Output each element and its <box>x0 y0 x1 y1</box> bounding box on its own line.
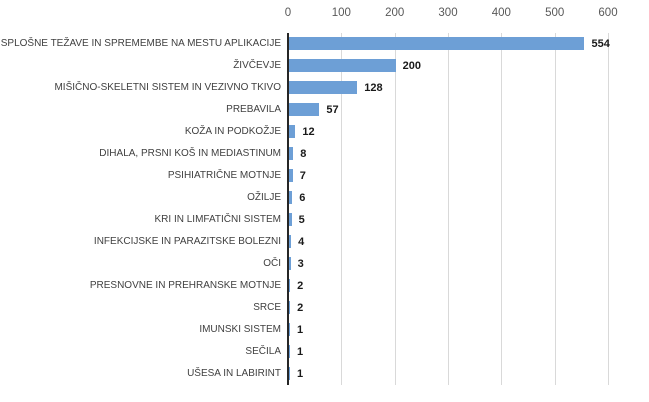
gridline <box>501 33 503 385</box>
bar-row: PRESNOVNE IN PREHRANSKE MOTNJE 2 <box>0 275 649 297</box>
bar <box>289 279 291 292</box>
bar-row: ŽIVČEVJE 200 <box>0 55 649 77</box>
bar <box>289 257 291 270</box>
value-label: 2 <box>297 302 304 314</box>
category-label: PREBAVILA <box>226 104 281 115</box>
bar <box>289 37 585 50</box>
category-label: OČI <box>263 258 281 269</box>
value-label: 200 <box>402 60 422 72</box>
category-label: INFEKCIJSKE IN PARAZITSKE BOLEZNI <box>93 236 281 247</box>
bar-row: OŽILJE 6 <box>0 187 649 209</box>
bar <box>289 81 358 94</box>
gridline <box>341 33 343 385</box>
category-label: IMUNSKI SISTEM <box>199 324 281 335</box>
bar-row: IMUNSKI SISTEM 1 <box>0 319 649 341</box>
category-label: KOŽA IN PODKOŽJE <box>184 126 281 137</box>
category-label: ŽIVČEVJE <box>233 60 281 71</box>
x-axis-tick-label: 300 <box>438 7 458 19</box>
bar-row: PREBAVILA 57 <box>0 99 649 121</box>
bar <box>289 103 320 116</box>
x-axis-tick-label: 500 <box>545 7 565 19</box>
category-label: OŽILJE <box>247 192 281 203</box>
value-label: 6 <box>299 192 306 204</box>
y-axis-line <box>287 33 289 385</box>
bar-row: SEČILA 1 <box>0 341 649 363</box>
value-label: 2 <box>297 280 304 292</box>
category-label: PSIHIATRIČNE MOTNJE <box>167 170 281 181</box>
bar <box>289 323 290 336</box>
bar-row: SPLOŠNE TEŽAVE IN SPREMEMBE NA MESTU APL… <box>0 33 649 55</box>
x-axis-tick-label: 600 <box>598 7 618 19</box>
bar-row: PSIHIATRIČNE MOTNJE 7 <box>0 165 649 187</box>
value-label: 7 <box>299 170 306 182</box>
category-label: UŠESA IN LABIRINT <box>187 368 281 379</box>
value-label: 57 <box>326 104 339 116</box>
category-label: DIHALA, PRSNI KOŠ IN MEDIASTINUM <box>99 148 281 159</box>
gridline <box>608 33 609 385</box>
bar <box>289 59 396 72</box>
bar-row: KOŽA IN PODKOŽJE 12 <box>0 121 649 143</box>
bar <box>289 235 292 248</box>
category-label: SEČILA <box>245 346 281 357</box>
category-label: KRI IN LIMFATIČNI SISTEM <box>154 214 282 225</box>
value-label: 4 <box>298 236 305 248</box>
bar-row: MIŠIČNO-SKELETNI SISTEM IN VEZIVNO TKIVO… <box>0 77 649 99</box>
bar-row: DIHALA, PRSNI KOŠ IN MEDIASTINUM 8 <box>0 143 649 165</box>
category-label: SPLOŠNE TEŽAVE IN SPREMEMBE NA MESTU APL… <box>0 38 281 49</box>
x-axis-tick-label: 100 <box>331 7 351 19</box>
value-label: 8 <box>300 148 307 160</box>
value-label: 554 <box>591 38 610 50</box>
value-label: 1 <box>297 324 304 336</box>
value-label: 128 <box>364 82 383 94</box>
gridline <box>448 33 449 385</box>
bar <box>289 169 293 182</box>
bar <box>289 301 291 314</box>
bar <box>289 367 290 380</box>
x-axis-tick-label: 0 <box>284 7 292 19</box>
bar <box>289 345 290 358</box>
bar <box>289 191 293 204</box>
bar-row: INFEKCIJSKE IN PARAZITSKE BOLEZNI 4 <box>0 231 649 253</box>
category-label: PRESNOVNE IN PREHRANSKE MOTNJE <box>89 280 281 291</box>
value-label: 5 <box>298 214 305 226</box>
bar-row: OČI 3 <box>0 253 649 275</box>
bar-row: SRCE 2 <box>0 297 649 319</box>
bar <box>289 213 292 226</box>
bar-row: UŠESA IN LABIRINT 1 <box>0 363 649 385</box>
bar-row: KRI IN LIMFATIČNI SISTEM 5 <box>0 209 649 231</box>
x-axis-tick-label: 200 <box>385 7 405 19</box>
gridline <box>394 33 396 385</box>
value-label: 1 <box>297 346 304 358</box>
bar <box>289 125 296 138</box>
value-label: 3 <box>297 258 304 270</box>
value-label: 1 <box>297 368 304 380</box>
gridline <box>554 33 556 385</box>
x-axis-tick-label: 400 <box>491 7 511 19</box>
category-label: SRCE <box>253 302 281 313</box>
value-label: 12 <box>302 126 315 138</box>
category-label: MIŠIČNO-SKELETNI SISTEM IN VEZIVNO TKIVO <box>54 82 281 93</box>
bar <box>289 147 294 160</box>
